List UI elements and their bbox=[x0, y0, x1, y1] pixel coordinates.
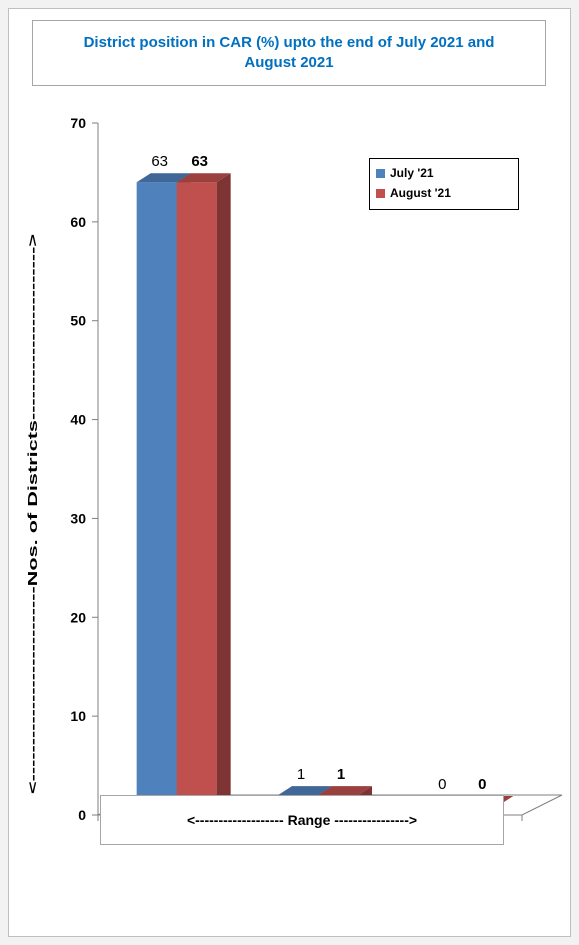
y-axis-title: <---------------------------Nos. of Dist… bbox=[25, 233, 40, 794]
legend-item-july: July '21 bbox=[376, 163, 512, 183]
legend-swatch-july bbox=[376, 168, 385, 178]
legend: July '21 August '21 bbox=[369, 158, 519, 210]
data-label: 1 bbox=[297, 766, 305, 783]
x-axis-title: <------------------- Range -------------… bbox=[186, 812, 418, 828]
data-label: 1 bbox=[337, 766, 345, 783]
data-label: 63 bbox=[191, 153, 208, 170]
y-tick-label: 30 bbox=[70, 510, 86, 526]
y-tick-label: 70 bbox=[70, 115, 86, 131]
data-label: 0 bbox=[478, 776, 486, 793]
bar-top bbox=[278, 786, 332, 796]
bar-front bbox=[176, 182, 217, 805]
chart-title: District position in CAR (%) upto the en… bbox=[83, 34, 495, 71]
legend-label-august: August '21 bbox=[390, 186, 451, 200]
legend-swatch-august bbox=[376, 188, 385, 198]
y-tick-label: 10 bbox=[70, 708, 86, 724]
chart-title-box: District position in CAR (%) upto the en… bbox=[32, 20, 546, 86]
y-tick-label: 60 bbox=[70, 214, 86, 230]
data-label: 0 bbox=[438, 776, 446, 793]
y-tick-label: 0 bbox=[78, 807, 86, 823]
bar-top bbox=[136, 173, 191, 183]
bar-side bbox=[216, 173, 231, 805]
bar-front bbox=[136, 182, 177, 805]
legend-label-july: July '21 bbox=[390, 166, 434, 180]
y-tick-label: 50 bbox=[70, 313, 86, 329]
bar-top bbox=[176, 173, 231, 183]
legend-item-august: August '21 bbox=[376, 183, 512, 203]
y-tick-label: 20 bbox=[70, 609, 86, 625]
y-tick-label: 40 bbox=[70, 412, 86, 428]
x-axis-title-box: <------------------- Range -------------… bbox=[100, 795, 504, 845]
data-label: 63 bbox=[151, 153, 168, 170]
bar-top bbox=[318, 786, 372, 796]
